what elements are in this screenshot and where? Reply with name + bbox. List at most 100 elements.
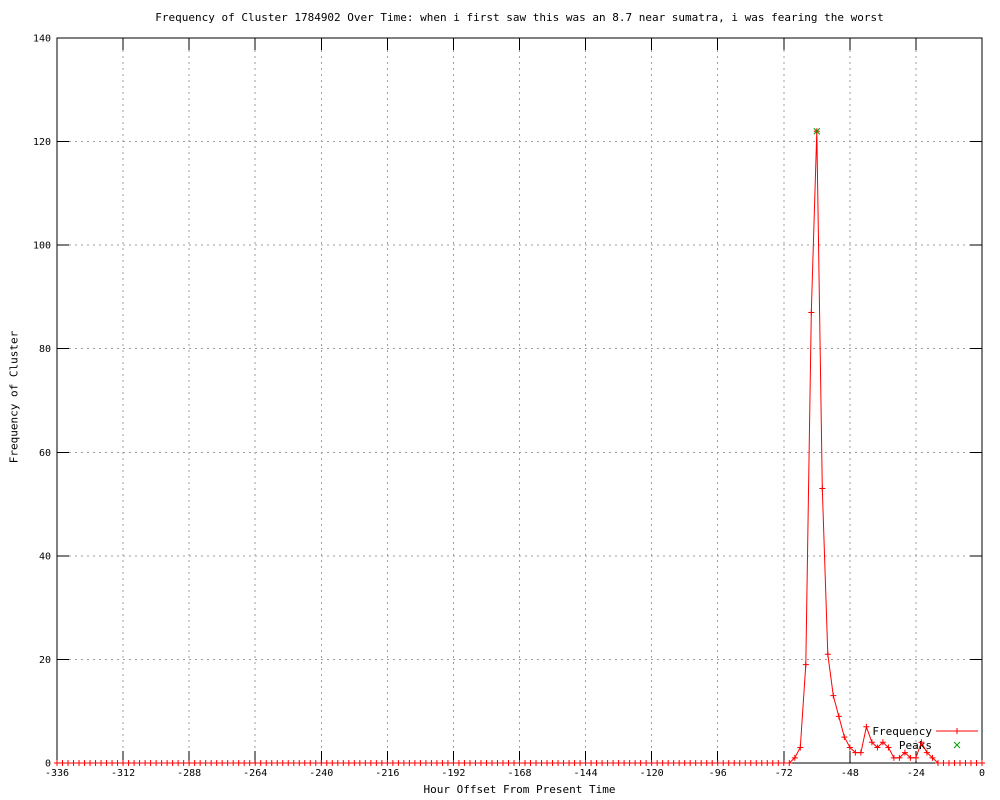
plus-marker [522, 760, 529, 766]
x-tick-label: -312 [111, 768, 135, 779]
plus-marker [962, 760, 969, 766]
plus-marker [499, 760, 506, 766]
plus-marker [692, 760, 699, 766]
x-tick-label: -216 [375, 768, 399, 779]
plus-marker [378, 760, 385, 766]
plus-marker [533, 760, 540, 766]
plus-marker [246, 760, 253, 766]
plus-marker [516, 760, 523, 766]
plus-marker [169, 760, 176, 766]
plus-marker [879, 739, 886, 746]
plus-marker [588, 760, 595, 766]
plus-marker [180, 760, 187, 766]
plus-marker [945, 760, 952, 766]
plus-marker [318, 760, 325, 766]
plus-marker [863, 723, 870, 730]
x-tick-label: -240 [309, 768, 333, 779]
plus-marker [158, 760, 165, 766]
x-tick-label: -192 [441, 768, 465, 779]
plus-marker [373, 760, 380, 766]
plus-marker [901, 749, 908, 756]
plus-marker [593, 760, 600, 766]
plus-marker [175, 760, 182, 766]
plus-marker [632, 760, 639, 766]
plus-marker [555, 760, 562, 766]
plus-marker [389, 760, 396, 766]
plus-marker [268, 760, 275, 766]
plus-marker [566, 760, 573, 766]
plus-marker [571, 760, 578, 766]
plus-marker [896, 754, 903, 761]
grid-lines [57, 38, 982, 763]
plus-marker [934, 760, 941, 766]
plus-marker [59, 760, 66, 766]
plus-marker [279, 760, 286, 766]
plus-marker [312, 760, 319, 766]
plus-marker [472, 760, 479, 766]
plus-marker [120, 760, 127, 766]
plus-marker [709, 760, 716, 766]
cross-marker [813, 127, 821, 135]
plus-marker [147, 760, 154, 766]
plus-marker [830, 692, 837, 699]
x-tick-label: -264 [243, 768, 267, 779]
plus-marker [549, 760, 556, 766]
plus-marker [213, 760, 220, 766]
plus-marker [428, 760, 435, 766]
plus-marker [334, 760, 341, 766]
plus-marker [714, 760, 721, 766]
plus-marker [802, 661, 809, 668]
plus-marker [659, 760, 666, 766]
y-tick-label: 100 [33, 241, 51, 252]
plus-marker [665, 760, 672, 766]
plus-marker [538, 760, 545, 766]
x-tick-label: -96 [709, 768, 727, 779]
plus-marker [461, 760, 468, 766]
x-tick-label: -72 [775, 768, 793, 779]
plus-marker [296, 760, 303, 766]
plus-marker [477, 760, 484, 766]
plus-marker [824, 651, 831, 658]
plus-marker [626, 760, 633, 766]
plus-marker [400, 760, 407, 766]
plus-marker [285, 760, 292, 766]
plus-marker [323, 760, 330, 766]
plus-marker [114, 760, 121, 766]
plus-marker [197, 760, 204, 766]
x-tick-label: -144 [574, 768, 598, 779]
chart-title: Frequency of Cluster 1784902 Over Time: … [155, 11, 884, 24]
plus-marker [257, 760, 264, 766]
plus-marker [764, 760, 771, 766]
x-tick-label: -120 [640, 768, 664, 779]
plus-marker [406, 760, 413, 766]
plus-marker [725, 760, 732, 766]
plus-marker [367, 760, 374, 766]
plus-marker [274, 760, 281, 766]
plus-marker [444, 760, 451, 766]
plus-marker [241, 760, 248, 766]
plus-marker [560, 760, 567, 766]
plus-marker [973, 760, 980, 766]
plus-marker [252, 760, 259, 766]
plus-marker [885, 744, 892, 751]
plus-marker [747, 760, 754, 766]
plus-marker [208, 760, 215, 766]
plus-marker [720, 760, 727, 766]
plus-marker [736, 760, 743, 766]
plus-marker [775, 760, 782, 766]
plus-marker [70, 760, 77, 766]
plus-marker [98, 760, 105, 766]
plus-marker [103, 760, 110, 766]
plus-marker [791, 754, 798, 761]
plus-marker [351, 760, 358, 766]
tick-labels: -336 -312 -288 -264 -240 -216 -192 -168 -144 -120… [33, 34, 985, 780]
plus-marker [455, 760, 462, 766]
plus-marker [670, 760, 677, 766]
plus-marker [483, 760, 490, 766]
plus-marker [648, 760, 655, 766]
plus-marker [433, 760, 440, 766]
plus-marker [954, 728, 960, 734]
plus-marker [780, 760, 787, 766]
plus-marker [907, 754, 914, 761]
plus-marker [797, 744, 804, 751]
